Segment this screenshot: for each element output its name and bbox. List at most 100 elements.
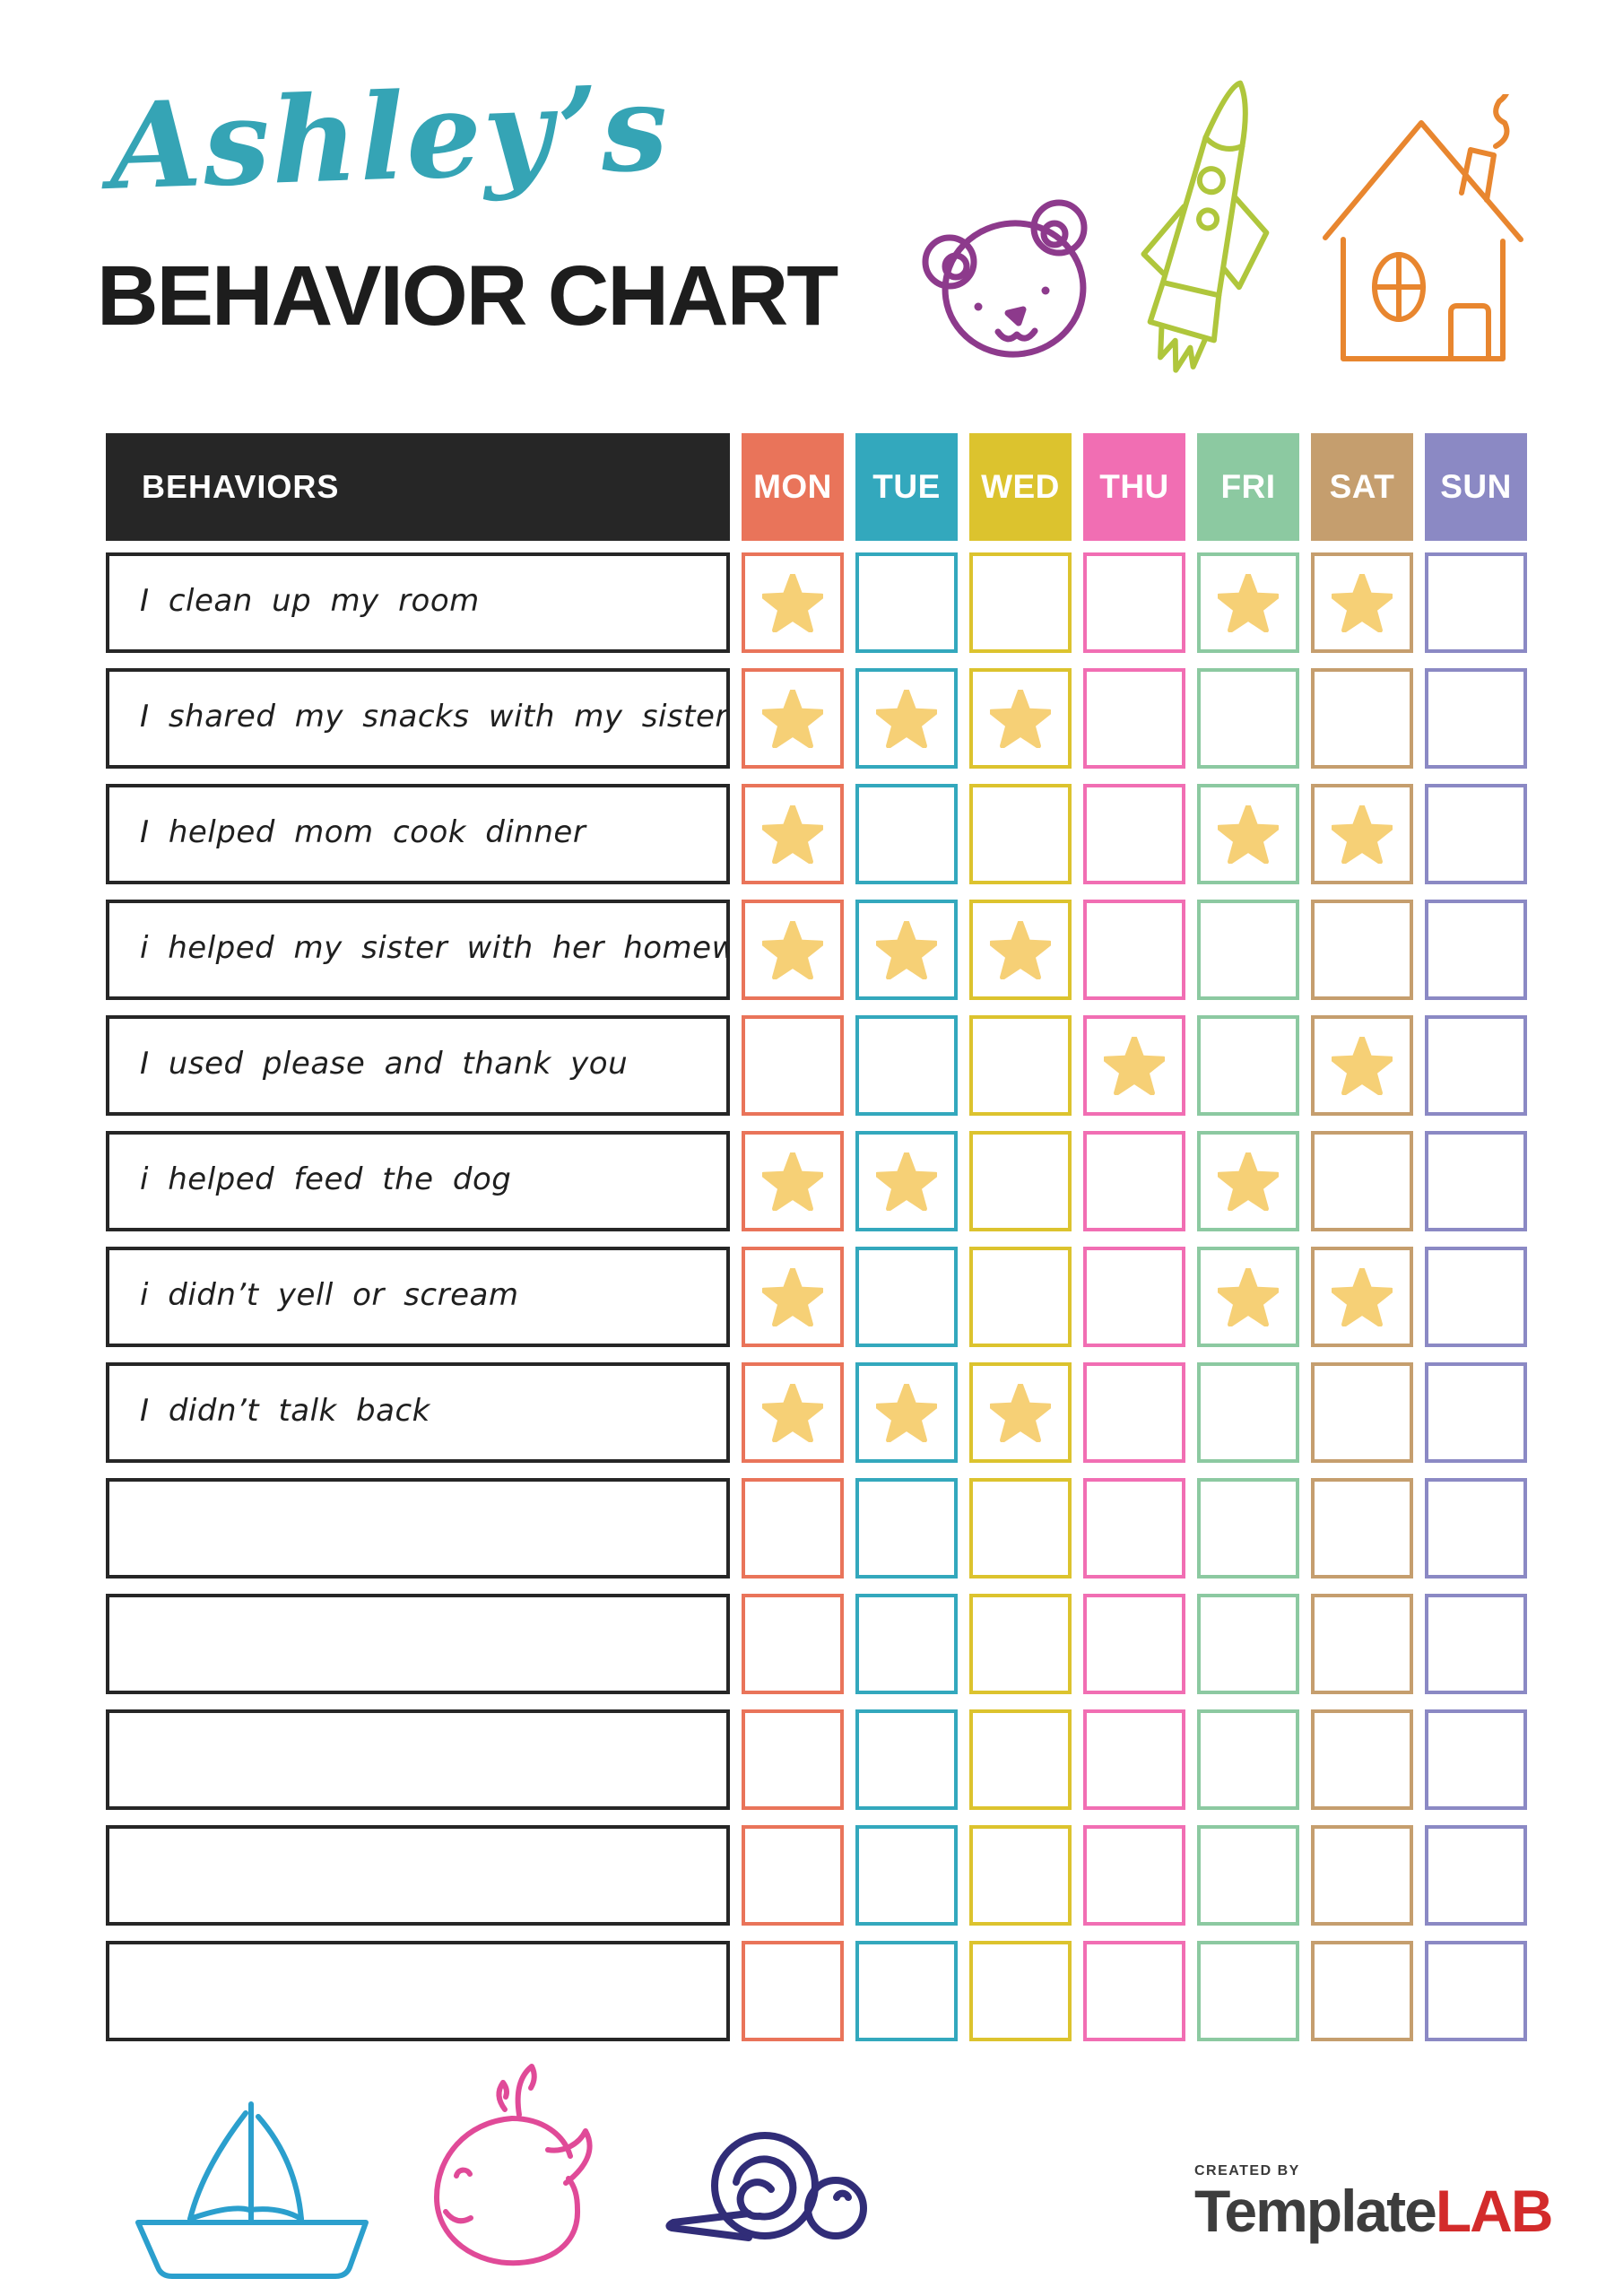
day-cell-sun[interactable]	[1425, 1247, 1527, 1347]
day-cell-tue[interactable]	[855, 1941, 958, 2041]
day-cell-sun[interactable]	[1425, 1594, 1527, 1694]
behavior-cell[interactable]: i didn’t yell or scream	[106, 1247, 730, 1347]
day-cell-sat[interactable]	[1311, 1825, 1413, 1926]
day-cell-mon[interactable]	[742, 1941, 844, 2041]
day-cell-sat[interactable]	[1311, 668, 1413, 769]
day-cell-sun[interactable]	[1425, 1131, 1527, 1231]
day-cell-sat[interactable]	[1311, 784, 1413, 884]
day-cell-fri[interactable]	[1197, 552, 1299, 653]
day-cell-fri[interactable]	[1197, 1478, 1299, 1578]
day-cell-sat[interactable]	[1311, 1478, 1413, 1578]
day-cell-thu[interactable]	[1083, 1709, 1185, 1810]
day-cell-tue[interactable]	[855, 1594, 958, 1694]
day-cell-thu[interactable]	[1083, 1131, 1185, 1231]
day-cell-tue[interactable]	[855, 784, 958, 884]
day-cell-wed[interactable]	[969, 552, 1072, 653]
day-cell-tue[interactable]	[855, 1247, 958, 1347]
day-cell-tue[interactable]	[855, 552, 958, 653]
day-cell-thu[interactable]	[1083, 668, 1185, 769]
day-cell-sat[interactable]	[1311, 1941, 1413, 2041]
day-cell-wed[interactable]	[969, 1941, 1072, 2041]
behavior-cell[interactable]	[106, 1594, 730, 1694]
day-cell-fri[interactable]	[1197, 1362, 1299, 1463]
day-cell-thu[interactable]	[1083, 1941, 1185, 2041]
day-cell-sat[interactable]	[1311, 1131, 1413, 1231]
day-cell-wed[interactable]	[969, 1362, 1072, 1463]
day-cell-tue[interactable]	[855, 1709, 958, 1810]
day-cell-mon[interactable]	[742, 1015, 844, 1116]
behavior-cell[interactable]: I clean up my room	[106, 552, 730, 653]
behavior-cell[interactable]: I helped mom cook dinner	[106, 784, 730, 884]
day-cell-thu[interactable]	[1083, 1362, 1185, 1463]
day-cell-thu[interactable]	[1083, 1594, 1185, 1694]
behavior-cell[interactable]	[106, 1478, 730, 1578]
day-cell-tue[interactable]	[855, 1825, 958, 1926]
day-cell-wed[interactable]	[969, 1015, 1072, 1116]
day-cell-wed[interactable]	[969, 784, 1072, 884]
day-cell-tue[interactable]	[855, 1131, 958, 1231]
day-cell-sun[interactable]	[1425, 1825, 1527, 1926]
behavior-cell[interactable]	[106, 1941, 730, 2041]
day-cell-fri[interactable]	[1197, 1825, 1299, 1926]
day-cell-sun[interactable]	[1425, 784, 1527, 884]
day-cell-wed[interactable]	[969, 1131, 1072, 1231]
day-cell-wed[interactable]	[969, 668, 1072, 769]
day-cell-sat[interactable]	[1311, 1709, 1413, 1810]
day-cell-sun[interactable]	[1425, 1362, 1527, 1463]
day-cell-mon[interactable]	[742, 1478, 844, 1578]
behavior-cell[interactable]: I used please and thank you	[106, 1015, 730, 1116]
day-cell-thu[interactable]	[1083, 1478, 1185, 1578]
day-cell-tue[interactable]	[855, 1478, 958, 1578]
day-cell-mon[interactable]	[742, 552, 844, 653]
day-cell-thu[interactable]	[1083, 1247, 1185, 1347]
day-cell-sat[interactable]	[1311, 1362, 1413, 1463]
day-cell-wed[interactable]	[969, 1825, 1072, 1926]
day-cell-sun[interactable]	[1425, 1709, 1527, 1810]
day-cell-sat[interactable]	[1311, 1594, 1413, 1694]
day-cell-mon[interactable]	[742, 900, 844, 1000]
day-cell-fri[interactable]	[1197, 1015, 1299, 1116]
day-cell-thu[interactable]	[1083, 552, 1185, 653]
behavior-cell[interactable]	[106, 1709, 730, 1810]
day-cell-fri[interactable]	[1197, 1247, 1299, 1347]
day-cell-sun[interactable]	[1425, 1478, 1527, 1578]
day-cell-tue[interactable]	[855, 1362, 958, 1463]
day-cell-mon[interactable]	[742, 784, 844, 884]
day-cell-tue[interactable]	[855, 900, 958, 1000]
day-cell-wed[interactable]	[969, 1709, 1072, 1810]
day-cell-sat[interactable]	[1311, 552, 1413, 653]
day-cell-mon[interactable]	[742, 1709, 844, 1810]
day-cell-mon[interactable]	[742, 1594, 844, 1694]
day-cell-sun[interactable]	[1425, 900, 1527, 1000]
day-cell-mon[interactable]	[742, 1825, 844, 1926]
day-cell-thu[interactable]	[1083, 1825, 1185, 1926]
day-cell-fri[interactable]	[1197, 1594, 1299, 1694]
day-cell-thu[interactable]	[1083, 900, 1185, 1000]
day-cell-sat[interactable]	[1311, 1247, 1413, 1347]
day-cell-sat[interactable]	[1311, 900, 1413, 1000]
day-cell-fri[interactable]	[1197, 784, 1299, 884]
day-cell-wed[interactable]	[969, 1247, 1072, 1347]
day-cell-fri[interactable]	[1197, 1131, 1299, 1231]
behavior-cell[interactable]	[106, 1825, 730, 1926]
day-cell-mon[interactable]	[742, 1362, 844, 1463]
day-cell-fri[interactable]	[1197, 1941, 1299, 2041]
day-cell-sat[interactable]	[1311, 1015, 1413, 1116]
day-cell-fri[interactable]	[1197, 900, 1299, 1000]
day-cell-sun[interactable]	[1425, 1941, 1527, 2041]
day-cell-fri[interactable]	[1197, 668, 1299, 769]
day-cell-wed[interactable]	[969, 1594, 1072, 1694]
behavior-cell[interactable]: i helped feed the dog	[106, 1131, 730, 1231]
day-cell-sun[interactable]	[1425, 668, 1527, 769]
day-cell-thu[interactable]	[1083, 1015, 1185, 1116]
day-cell-fri[interactable]	[1197, 1709, 1299, 1810]
day-cell-tue[interactable]	[855, 668, 958, 769]
day-cell-tue[interactable]	[855, 1015, 958, 1116]
day-cell-wed[interactable]	[969, 1478, 1072, 1578]
behavior-cell[interactable]: i helped my sister with her homework	[106, 900, 730, 1000]
behavior-cell[interactable]: I shared my snacks with my sister	[106, 668, 730, 769]
day-cell-wed[interactable]	[969, 900, 1072, 1000]
day-cell-mon[interactable]	[742, 1131, 844, 1231]
day-cell-sun[interactable]	[1425, 552, 1527, 653]
day-cell-thu[interactable]	[1083, 784, 1185, 884]
